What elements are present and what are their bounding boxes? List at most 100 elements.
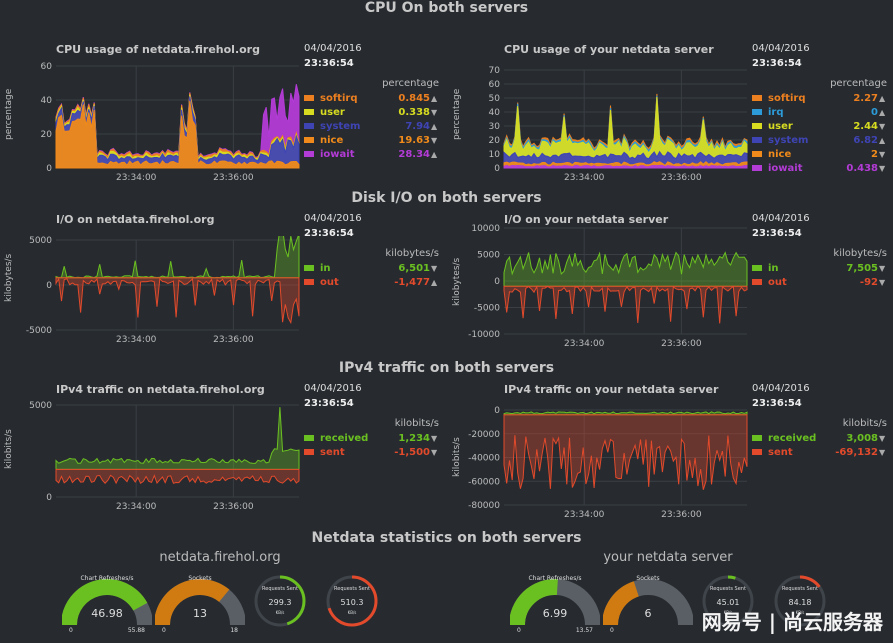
legend-value: 3,008 [846,432,878,444]
cpu-local-plot[interactable]: 70 60 50 40 30 20 10 0 23:34:00 23:36:00 [466,66,749,194]
legend-swatch [304,151,314,157]
cpu-firehol-plot[interactable]: 60 40 20 0 23:34:00 23:36:00 [18,62,301,194]
legend-swatch [752,151,762,157]
legend-time: 23:36:54 [752,398,802,409]
gauge-value: 46.98 [91,607,123,620]
y-tick-label: 60 [41,62,53,72]
legend-name: in [320,262,331,274]
trend-arrow-icon: ▼ [431,135,438,145]
legend-item-in[interactable]: in 6,501 ▼ [304,261,439,275]
x-tick-label: 23:36:00 [213,502,254,512]
series-area [55,407,300,470]
ipv4-firehol-ylabel: kilobits/s [4,429,14,469]
y-tick-label: 10000 [471,224,500,234]
y-tick-label: 20 [489,136,501,146]
stats-title-firehol: netdata.firehol.org [159,550,281,565]
ring-value: 84.18 [789,598,812,607]
legend-swatch [304,279,314,285]
y-tick-label: 10 [489,150,501,160]
ring-value: 510.3 [341,598,364,607]
io-local-plot[interactable]: 10000 5000 0 -5000 -10000 23:34:00 23:36:00 [466,224,749,360]
io-local-ylabel: kilobytes/s [452,257,462,306]
legend-swatch [752,137,762,143]
y-tick-label: 0 [46,493,52,503]
ring-unit: KB/s [348,610,357,615]
legend-unit: kilobits/s [394,418,439,429]
ipv4-firehol-plot[interactable]: 5000 0 23:34:00 23:36:00 [18,401,301,523]
gauge-min: 0 [610,627,614,633]
legend-item-user[interactable]: user 0.338 ▼ [304,105,439,119]
legend-time: 23:36:54 [304,58,354,69]
local-sockets-gauge: Sockets 6 0 [603,575,693,633]
local-ring-gauge-2: Requests Sent 84.18 KB/s [774,575,826,627]
legend-item-nice[interactable]: nice 19.63 ▼ [304,133,439,147]
y-tick-label: -5000 [26,326,52,336]
legend-unit: kilobytes/s [385,248,439,259]
section-title-ipv4: IPv4 traffic on both servers [338,360,555,376]
legend-item-sent[interactable]: sent -69,132 ▼ [752,445,887,459]
trend-arrow-icon: ▼ [431,447,438,457]
legend-unit: kilobytes/s [833,248,887,259]
legend-time: 23:36:54 [304,228,354,239]
legend-item-iowait[interactable]: iowait 28.34 ▲ [304,147,439,161]
series-area [55,277,300,325]
legend-name: sent [320,446,345,458]
trend-arrow-icon: ▲ [431,93,438,103]
legend-name: system [768,134,809,146]
ipv4-local-legend: 04/04/2016 23:36:54 kilobits/s received 3,00… [752,383,887,459]
y-tick-label: 0 [46,281,52,291]
ipv4-firehol-title: IPv4 traffic on netdata.firehol.org [56,383,265,396]
legend-unit: kilobits/s [842,418,887,429]
cpu-firehol-ylabel: percentage [4,88,14,140]
legend-item-irq[interactable]: irq 0 ▲ [752,105,887,119]
x-tick-label: 23:36:00 [213,173,254,183]
trend-arrow-icon: ▼ [879,163,886,173]
y-tick-label: 70 [489,66,501,76]
legend-item-received[interactable]: received 1,234 ▼ [304,431,439,445]
y-tick-label: -60000 [468,477,500,487]
ipv4-local-plot[interactable]: 0 -20000 -40000 -60000 -80000 23:34:00 23:36:0… [466,406,749,531]
io-local-title: I/O on your netdata server [504,213,669,226]
ring-value: 45.01 [717,598,740,607]
legend-swatch [752,265,762,271]
legend-name: received [768,432,817,444]
legend-item-in[interactable]: in 7,505 ▼ [752,261,887,275]
legend-swatch [752,449,762,455]
legend-swatch [752,435,762,441]
legend-time: 23:36:54 [304,398,354,409]
legend-swatch [304,95,314,101]
legend-date: 04/04/2016 [752,383,810,394]
legend-item-system[interactable]: system 7.94 ▲ [304,119,439,133]
legend-name: received [320,432,369,444]
legend-item-received[interactable]: received 3,008 ▼ [752,431,887,445]
io-firehol-plot[interactable]: 5000 0 -5000 23:34:00 23:36:00 [18,236,301,356]
series-area [503,164,748,169]
legend-swatch [752,165,762,171]
legend-item-iowait[interactable]: iowait 0.438 ▼ [752,161,887,175]
ipv4-local-title: IPv4 traffic on your netdata server [504,383,719,396]
legend-item-system[interactable]: system 6.82 ▲ [752,133,887,147]
legend-item-sent[interactable]: sent -1,500 ▼ [304,445,439,459]
series-area [503,251,748,287]
legend-swatch [304,123,314,129]
legend-item-softirq[interactable]: softirq 2.27 ▲ [752,91,887,105]
legend-item-nice[interactable]: nice 2 ▼ [752,147,887,161]
legend-value: -92 [859,276,878,288]
legend-item-out[interactable]: out -1,477 ▲ [304,275,439,289]
legend-item-user[interactable]: user 2.44 ▼ [752,119,887,133]
legend-value: 0.438 [846,162,878,174]
x-tick-label: 23:34:00 [116,173,157,183]
legend-value: 6,501 [398,262,430,274]
legend-item-softirq[interactable]: softirq 0.845 ▲ [304,91,439,105]
gauge-label: Sockets [636,575,659,582]
ring-label: Requests Sent [710,586,746,592]
legend-swatch [752,279,762,285]
legend-item-out[interactable]: out -92 ▼ [752,275,887,289]
gauge-max: 55.88 [128,627,145,633]
y-tick-label: 50 [489,94,501,104]
ring-value: 299.3 [269,598,292,607]
series-area [503,411,748,416]
x-tick-label: 23:36:00 [661,173,702,183]
y-tick-label: 5000 [29,236,52,246]
ring-unit: KB/s [276,610,285,615]
